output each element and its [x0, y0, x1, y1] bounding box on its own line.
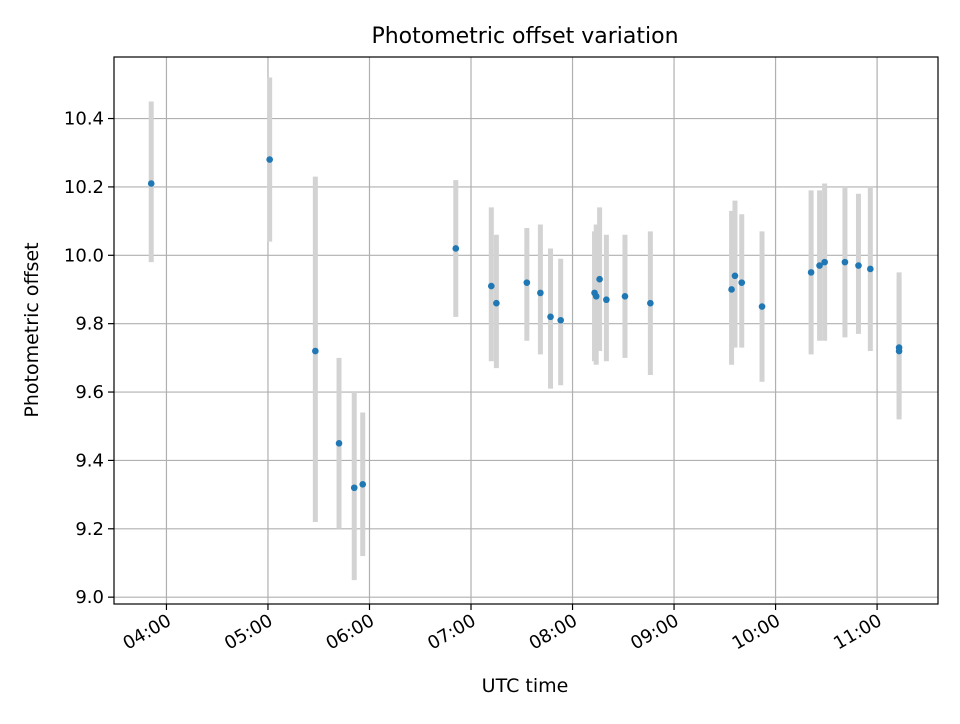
- y-tick-label: 9.8: [75, 314, 104, 335]
- data-point: [855, 262, 862, 269]
- data-point: [537, 289, 544, 297]
- data-point: [621, 293, 629, 300]
- data-point: [596, 275, 603, 283]
- data-point: [312, 347, 319, 355]
- data-point: [359, 481, 367, 488]
- y-tick-label: 9.6: [75, 382, 104, 403]
- data-point: [266, 156, 273, 163]
- data-point: [731, 272, 739, 280]
- data-point: [728, 286, 735, 293]
- data-point: [350, 484, 358, 492]
- data-point: [592, 293, 600, 300]
- data-point: [895, 347, 903, 355]
- data-point: [816, 262, 823, 269]
- chart-title: Photometric offset variation: [371, 24, 678, 49]
- data-point: [841, 258, 849, 266]
- y-tick-label: 9.4: [75, 450, 104, 471]
- y-tick-label: 10.2: [64, 177, 104, 198]
- data-point: [452, 245, 460, 252]
- data-point: [647, 299, 654, 307]
- data-point: [493, 299, 500, 307]
- tick-layer: 04:00 05:00 06:00 07:00 08:00 09:00 10:00 11:00…: [64, 109, 886, 655]
- data-point: [738, 279, 746, 286]
- data-point: [147, 180, 155, 187]
- y-tick-label: 10.4: [64, 109, 104, 130]
- data-point: [488, 282, 495, 290]
- data-point: [807, 269, 815, 276]
- y-axis-label: Photometric offset: [21, 242, 43, 417]
- y-tick-label: 10.0: [64, 245, 104, 266]
- data-point: [821, 258, 828, 266]
- y-tick-label: 9.0: [75, 587, 104, 608]
- data-point: [547, 313, 554, 321]
- y-tick-label: 9.2: [75, 519, 104, 540]
- data-point: [758, 303, 766, 310]
- data-point: [603, 296, 610, 304]
- data-point: [523, 279, 531, 286]
- plot-frame: [113, 56, 939, 605]
- point-layer: [147, 156, 903, 492]
- data-point: [867, 265, 874, 273]
- data-point: [335, 440, 343, 447]
- x-axis-label: UTC time: [482, 675, 569, 697]
- data-point: [557, 316, 564, 324]
